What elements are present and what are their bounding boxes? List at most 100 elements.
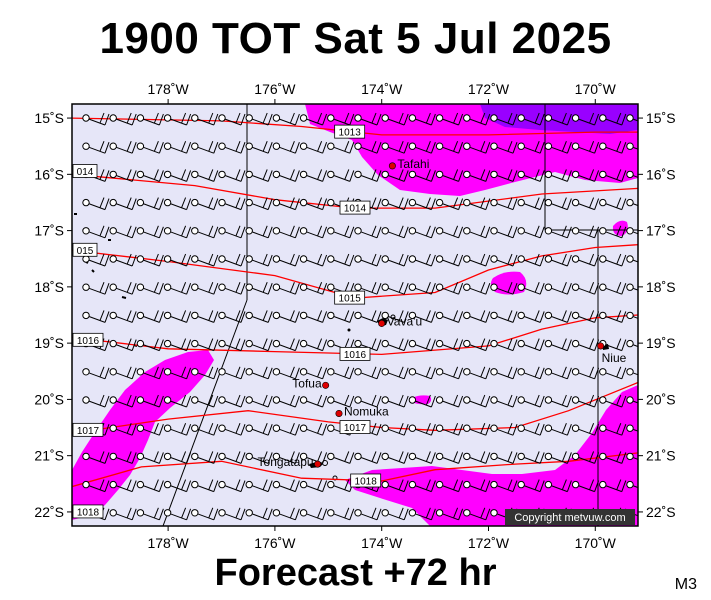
wind-barb [245,169,273,182]
wind-barb [544,225,572,239]
place-markers: Tafahi Vava'u Niue Tofua Nomuka Tongatapu [258,157,627,469]
wind-barb [299,479,328,493]
wind-barb [327,366,355,380]
wind-barb [463,479,491,493]
wind-barb [136,394,164,408]
wind-barb [599,394,627,408]
isobar-edge-label-box [72,242,98,257]
wind-barb [109,112,137,126]
wind-barb [354,112,382,126]
wind-barb [463,225,491,239]
wind-barb [517,169,545,182]
wind-barb [272,282,300,295]
wind-barb [599,479,627,493]
isobar-label-box [334,124,366,139]
wind-barb [354,366,382,380]
wind-barb [109,169,137,182]
wind-barb [191,479,219,493]
wind-barb [299,366,328,380]
wind-barb [381,141,409,154]
wind-barb [490,423,518,436]
wind-barb [82,394,110,408]
wind-barb [435,169,464,182]
wind-barb [191,394,219,408]
isobar-label: 1013 [339,128,362,139]
wind-barb [517,451,545,464]
wind-barb [191,451,219,464]
wind-barb [354,282,382,295]
wind-barb [327,507,355,521]
lon-tick-label-top: 172˚W [468,81,510,97]
wind-barb [599,197,627,211]
wind-barb [435,310,464,323]
wind-barb [544,479,572,493]
wind-barb [463,253,491,267]
wind-barb [136,507,164,521]
wind-barb [218,507,246,521]
lat-tick-label-left: 21˚S [34,448,64,464]
wind-barb [571,141,600,154]
lat-tick-label-right: 18˚S [646,279,676,295]
wind-barb [109,197,137,211]
wind-barb [354,225,382,239]
wind-barb [299,282,328,295]
wind-barb [463,366,491,380]
islet [390,314,396,320]
wind-barb [599,225,627,239]
isobar-edge-label: 1016 [77,336,100,347]
wind-barb [626,198,638,207]
lat-tick-label-right: 21˚S [646,448,676,464]
isobar-edge-label-box [72,422,104,437]
isobar-label-box [334,290,366,305]
wind-barb [109,366,137,380]
wind-barb [490,338,518,352]
wind-barb [599,141,627,154]
wind-barb [626,142,638,150]
wind-barb [381,253,409,267]
wind-barb [191,112,219,126]
wind-barb [571,423,600,436]
wind-barb [218,197,246,211]
wind-barb [272,225,300,239]
wind-barb [571,310,600,323]
wind-barb [109,451,137,464]
wind-barb [517,479,545,493]
wind-barb [626,283,638,291]
wind-barb [544,197,572,211]
wind-barb [109,479,137,493]
wind-barb [517,338,545,352]
place-label: Tongatapu [258,455,314,469]
isobar-edge-label: 1017 [77,426,100,437]
wind-barb [408,141,436,154]
wind-barb [82,479,110,493]
isobar-edge-label: 015 [77,246,94,257]
wind-barb [626,480,638,489]
wind-barb [163,282,192,295]
wind-barb [191,507,219,521]
wind-barb [599,310,627,323]
wind-barb [381,197,409,211]
wind-barb [599,169,627,182]
wind-barb [163,225,192,239]
wind-barb [435,451,464,464]
lat-tick-label-left: 19˚S [34,335,64,351]
wind-barb [354,169,382,182]
wind-barb [435,253,464,267]
wind-barb [218,169,246,182]
wind-barb [463,394,491,408]
map-frame [71,103,639,527]
wind-barb [490,197,518,211]
lat-tick-label-left: 16˚S [34,166,64,182]
wind-barb [82,253,110,267]
isobar-label-box [339,200,371,215]
wind-barb [381,394,409,408]
model-label: M3 [674,576,697,593]
wind-barb [408,479,436,493]
wind-barb [571,479,600,493]
isobar-edge-label-box [72,332,104,347]
wind-barb [544,394,572,408]
lat-tick-label-left: 17˚S [34,223,64,239]
wind-barb [109,225,137,239]
lat-tick-label-left: 15˚S [34,110,64,126]
place-marker [597,342,605,350]
